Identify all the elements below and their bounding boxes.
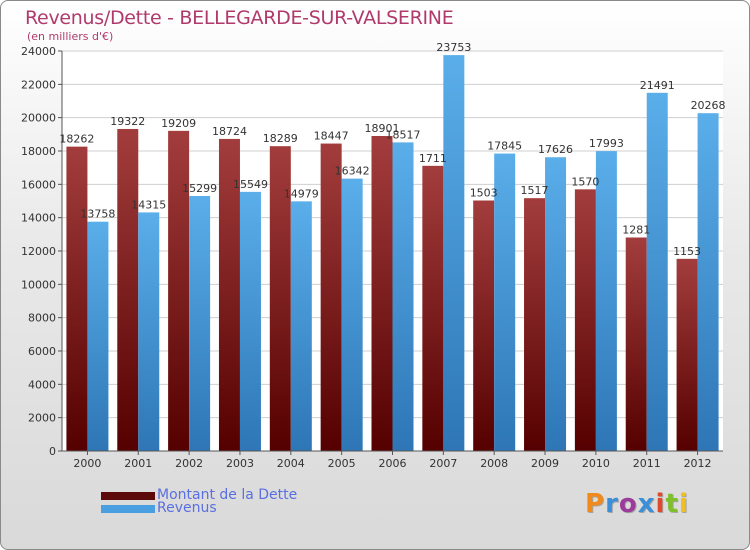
bar-debt-2011 <box>625 237 647 451</box>
x-tick-label: 2010 <box>582 457 610 470</box>
y-tick-label: 16000 <box>21 178 56 191</box>
logo-letter: o <box>618 489 638 519</box>
x-tick-label: 2006 <box>379 457 407 470</box>
y-tick-label: 8000 <box>28 312 56 325</box>
logo-letter: P <box>585 489 606 519</box>
data-label-debt-2002: 19209 <box>161 117 196 130</box>
data-label-debt-2012: 1153 <box>673 245 701 258</box>
bar-debt-2008 <box>473 200 495 451</box>
chart-title: Revenus/Dette - BELLEGARDE-SUR-VALSERINE <box>25 7 454 29</box>
data-label-revenue-2012: 20268 <box>691 99 726 112</box>
bar-revenue-2012 <box>697 113 719 451</box>
data-label-revenue-2003: 15549 <box>233 178 268 191</box>
data-label-revenue-2004: 14979 <box>284 187 319 200</box>
data-label-debt-2010: 1570 <box>571 175 599 188</box>
bar-revenue-2006 <box>392 142 414 451</box>
bar-revenue-2007 <box>443 55 465 451</box>
chart-subtitle: (en milliers d'€) <box>27 30 114 43</box>
data-label-revenue-2010: 17993 <box>589 137 624 150</box>
bar-revenue-2005 <box>341 178 363 451</box>
legend-label-debt: Montant de la Dette <box>157 487 298 503</box>
logo-letter: r <box>605 489 619 519</box>
bar-revenue-2010 <box>595 151 617 451</box>
y-tick-label: 2000 <box>28 412 56 425</box>
data-label-revenue-2005: 16342 <box>335 165 370 178</box>
bar-revenue-2003 <box>239 191 261 451</box>
data-label-debt-2005: 18447 <box>314 130 349 143</box>
data-label-debt-2009: 1517 <box>521 184 549 197</box>
y-tick-label: 10000 <box>21 278 56 291</box>
legend-label-revenue: Revenus <box>157 500 217 516</box>
bar-debt-2010 <box>574 189 596 452</box>
x-tick-label: 2012 <box>684 457 712 470</box>
bar-revenue-2008 <box>494 153 516 452</box>
data-label-revenue-2008: 17845 <box>487 140 522 153</box>
y-tick-label: 14000 <box>21 212 56 225</box>
logo-letter: i <box>655 489 666 519</box>
data-label-debt-2007: 1711 <box>419 152 447 165</box>
x-tick-label: 2002 <box>175 457 203 470</box>
bar-debt-2005 <box>320 143 342 452</box>
y-tick-label: 6000 <box>28 345 56 358</box>
bar-revenue-2011 <box>646 92 668 452</box>
data-label-debt-2011: 1281 <box>622 224 650 237</box>
data-label-debt-2006: 18901 <box>365 122 400 135</box>
data-label-revenue-2011: 21491 <box>640 79 675 92</box>
y-tick-label: 0 <box>49 445 56 458</box>
bar-revenue-2000 <box>87 221 109 451</box>
data-label-debt-2004: 18289 <box>263 132 298 145</box>
bar-revenue-2004 <box>290 201 312 451</box>
bar-debt-2003 <box>218 138 240 451</box>
data-label-debt-2003: 18724 <box>212 125 247 138</box>
x-tick-label: 2001 <box>124 457 152 470</box>
legend-swatch-debt <box>101 492 155 500</box>
x-tick-label: 2008 <box>480 457 508 470</box>
data-label-revenue-2002: 15299 <box>182 182 217 195</box>
bar-debt-2001 <box>117 128 139 451</box>
bar-debt-2006 <box>371 135 393 451</box>
y-tick-label: 24000 <box>21 45 56 58</box>
data-label-revenue-2000: 13758 <box>80 208 115 221</box>
x-tick-label: 2011 <box>633 457 661 470</box>
x-tick-label: 2000 <box>73 457 101 470</box>
bar-debt-2002 <box>168 130 190 451</box>
proxiti-logo: Proxiti <box>585 489 689 519</box>
x-tick-label: 2007 <box>429 457 457 470</box>
logo-letter: x <box>637 489 656 519</box>
legend-swatch-revenue <box>101 505 155 513</box>
data-label-revenue-2001: 14315 <box>131 198 166 211</box>
bar-revenue-2009 <box>545 157 567 451</box>
data-label-revenue-2009: 17626 <box>538 143 573 156</box>
x-tick-label: 2005 <box>328 457 356 470</box>
data-label-revenue-2007: 23753 <box>436 41 471 54</box>
x-tick-label: 2004 <box>277 457 305 470</box>
y-tick-label: 12000 <box>21 245 56 258</box>
axes: 0 2000 4000 6000 8000 10000 12000 14000 16000 180… <box>21 45 723 470</box>
bar-debt-2007 <box>422 165 444 452</box>
logo-letter: t <box>665 489 679 519</box>
data-label-debt-2001: 19322 <box>110 115 145 128</box>
data-labels: 18262 13758 19322 14315 19209 15299 18724 15549… <box>59 41 725 258</box>
bar-debt-2004 <box>269 146 291 451</box>
bar-revenue-2001 <box>138 212 160 451</box>
y-tick-label: 18000 <box>21 145 56 158</box>
bar-debt-2000 <box>66 146 88 451</box>
y-tick-label: 4000 <box>28 378 56 391</box>
data-label-revenue-2006: 18517 <box>386 128 421 141</box>
data-label-debt-2008: 1503 <box>470 187 498 200</box>
y-tick-label: 22000 <box>21 78 56 91</box>
bar-debt-2012 <box>676 258 698 451</box>
y-tick-label: 20000 <box>21 112 56 125</box>
logo-letter: i <box>678 489 689 519</box>
data-label-debt-2000: 18262 <box>59 133 94 146</box>
bar-debt-2009 <box>524 198 546 451</box>
x-tick-label: 2009 <box>531 457 559 470</box>
bar-revenue-2002 <box>189 196 211 451</box>
x-tick-label: 2003 <box>226 457 254 470</box>
bars <box>66 55 719 452</box>
